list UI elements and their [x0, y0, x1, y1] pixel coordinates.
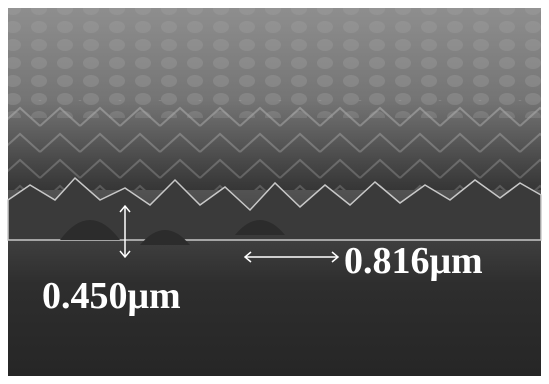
- sem-image: 0.450μm 0.816μm: [0, 0, 549, 384]
- height-label: 0.450μm: [42, 275, 181, 317]
- texture-shade: [8, 100, 541, 190]
- period-label: 0.816μm: [344, 240, 483, 282]
- page: 0.450μm 0.816μm (() => { const data = JS…: [0, 0, 549, 384]
